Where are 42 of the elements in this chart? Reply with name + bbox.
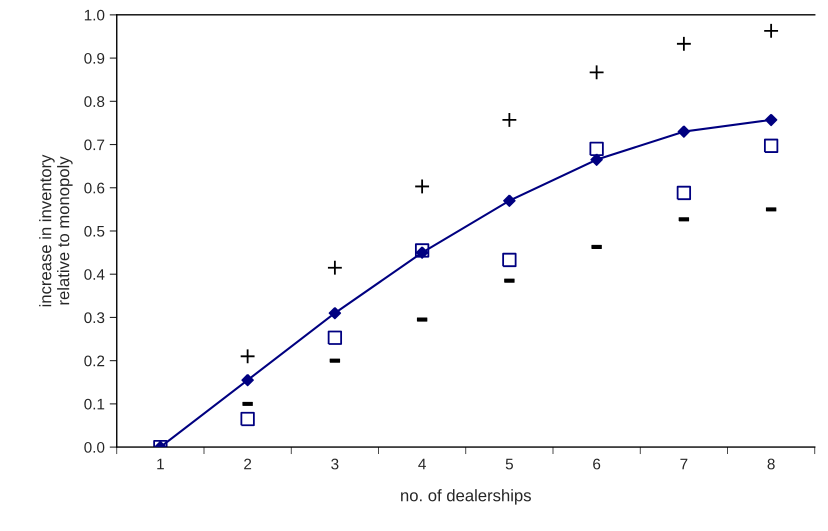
y-tick-label: 0.1: [84, 398, 104, 410]
x-tick-label: 5: [506, 458, 513, 470]
point: [589, 142, 604, 156]
point: [241, 374, 254, 386]
point: [327, 260, 343, 276]
point: [502, 252, 517, 268]
y-tick-label: 0.4: [84, 269, 104, 280]
point: [240, 412, 255, 426]
point: [676, 186, 692, 200]
point: [328, 306, 342, 320]
x-tick-label: 7: [680, 458, 688, 470]
point: [588, 64, 604, 80]
x-tick-label: 8: [768, 458, 775, 470]
point: [240, 348, 256, 364]
y-tick-label: 0.2: [84, 356, 104, 366]
x-tick-label: 2: [244, 458, 252, 470]
x-axis-title: no. of dealerships: [401, 489, 531, 505]
y-tick-label: 0.3: [84, 312, 104, 324]
point: [676, 36, 692, 52]
y-tick-label: 0.0: [84, 442, 104, 453]
x-tick-label: 3: [331, 458, 338, 470]
point: [414, 243, 430, 258]
y-tick-label: 0.6: [84, 182, 104, 194]
y-tick-label: 0.5: [84, 226, 104, 237]
point: [590, 153, 603, 166]
y-axis-title: increase in inventory relative to monopoly: [39, 154, 73, 306]
point: [763, 23, 779, 39]
x-tick-label: 1: [157, 458, 164, 470]
point: [416, 246, 428, 259]
y-tick-label: 1.0: [84, 10, 104, 21]
point: [503, 194, 516, 207]
point: [678, 125, 690, 138]
y-tick-label: 0.7: [84, 139, 104, 150]
point: [502, 112, 518, 128]
point: [328, 330, 342, 345]
x-tick-label: 4: [418, 458, 426, 470]
point: [764, 138, 778, 153]
y-tick-label: 0.8: [84, 96, 104, 107]
point: [414, 178, 430, 194]
y-tick-label: 0.9: [84, 52, 104, 64]
point: [764, 114, 778, 126]
x-tick-label: 6: [593, 458, 600, 470]
